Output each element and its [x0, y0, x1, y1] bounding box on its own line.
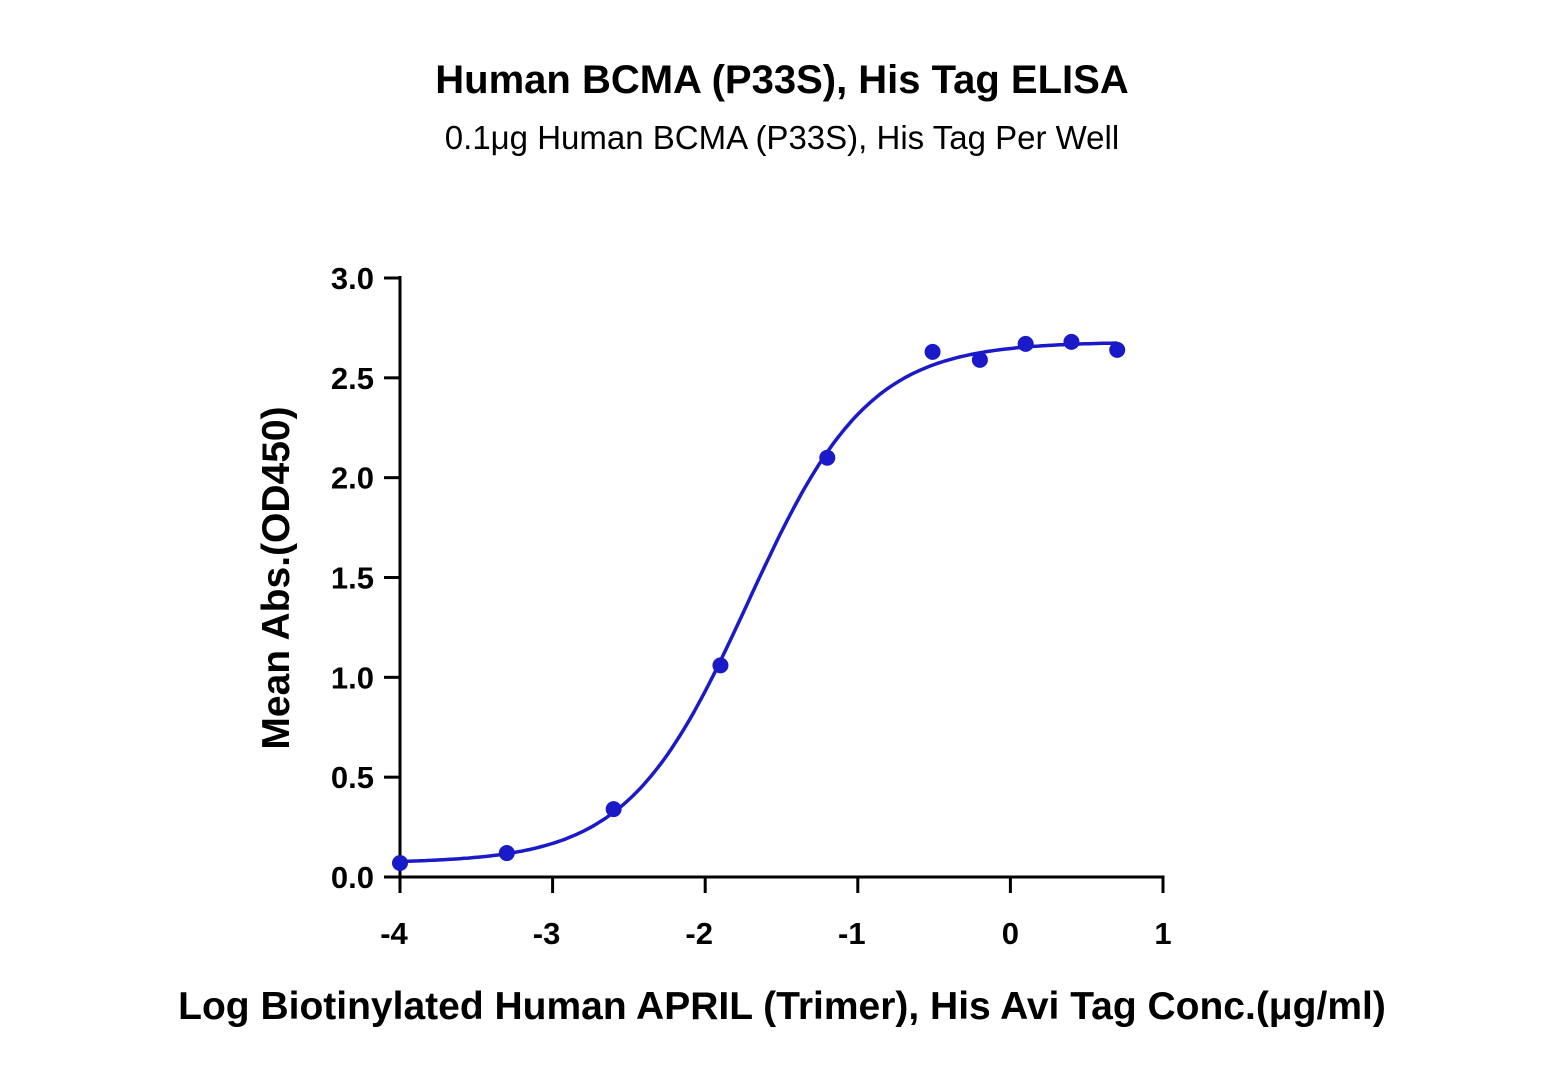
chart-title: Human BCMA (P33S), His Tag ELISA: [435, 58, 1128, 102]
data-point: [1063, 333, 1080, 350]
data-point: [392, 855, 408, 872]
y-axis-label: Mean Abs.(OD450): [255, 406, 298, 749]
chart-subtitle: 0.1μg Human BCMA (P33S), His Tag Per Wel…: [445, 119, 1119, 156]
data-point: [1109, 341, 1126, 358]
data-point: [605, 801, 622, 818]
y-tick-label: 2.0: [331, 461, 374, 496]
data-point: [924, 343, 941, 360]
data-point: [971, 351, 988, 368]
y-tick-label: 0.5: [331, 760, 374, 795]
x-tick-label: -3: [533, 916, 561, 951]
y-tick-label: 1.5: [331, 561, 374, 596]
x-tick-label: -1: [838, 916, 866, 951]
data-point: [712, 657, 729, 674]
y-tick-label: 1.0: [331, 660, 374, 695]
x-axis-label: Log Biotinylated Human APRIL (Trimer), H…: [178, 985, 1386, 1028]
x-tick-label: 1: [1154, 916, 1171, 951]
y-tick-label: 3.0: [331, 261, 374, 296]
y-tick-label: 0.0: [331, 860, 374, 895]
data-point: [1017, 335, 1034, 352]
fit-curve: [399, 341, 1118, 864]
x-tick-label: -2: [685, 916, 713, 951]
y-tick-label: 2.5: [331, 361, 374, 396]
x-tick-label: -4: [380, 916, 408, 951]
x-tick-label: 0: [1002, 916, 1019, 951]
data-point: [819, 449, 836, 466]
data-point: [498, 845, 515, 862]
